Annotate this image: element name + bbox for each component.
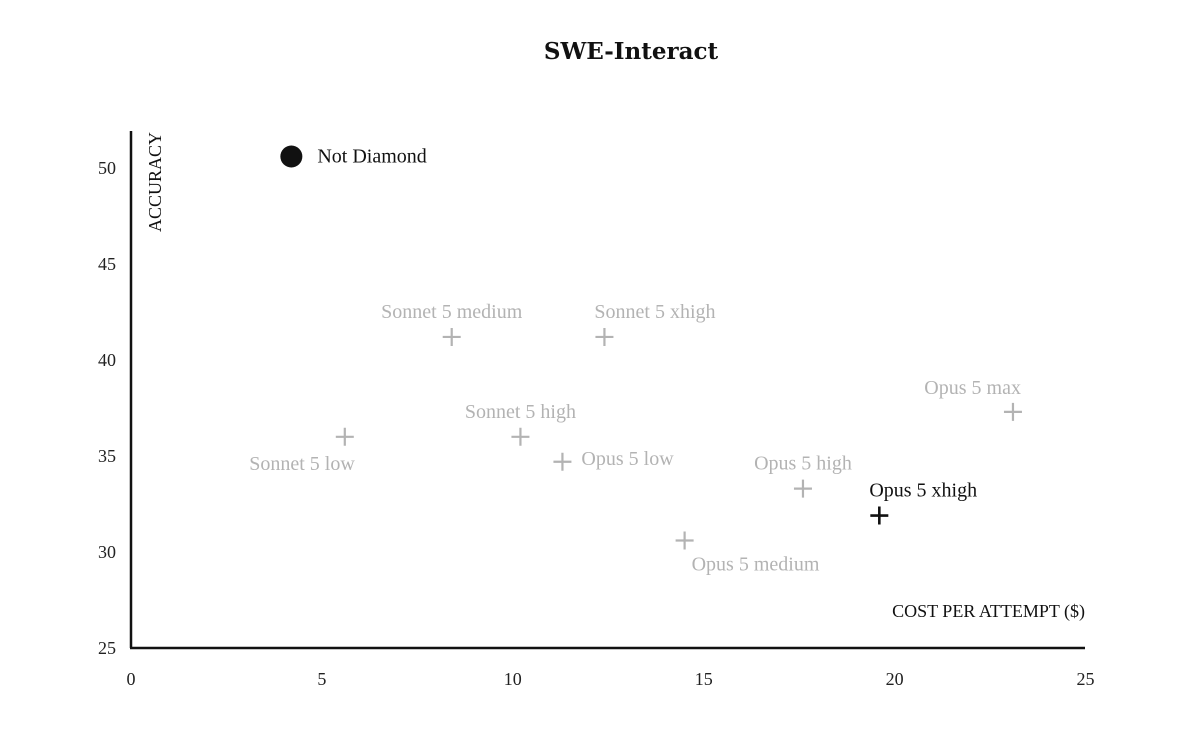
point-marker xyxy=(511,427,530,446)
x-tick-label: 25 xyxy=(1077,669,1095,689)
point-label: Sonnet 5 high xyxy=(465,401,576,423)
point-label: Opus 5 medium xyxy=(692,553,820,575)
y-tick-label: 30 xyxy=(98,542,116,562)
point-not-diamond: Not Diamond xyxy=(280,145,427,168)
point-label: Opus 5 low xyxy=(581,448,674,470)
point-label: Sonnet 5 low xyxy=(249,453,355,475)
x-tick-label: 0 xyxy=(127,669,136,689)
x-tick-label: 5 xyxy=(317,669,326,689)
y-tick-label: 25 xyxy=(98,638,116,658)
point-marker xyxy=(335,427,354,446)
x-tick-label: 15 xyxy=(695,669,713,689)
point-opus-5-medium: Opus 5 medium xyxy=(675,531,820,575)
point-label: Opus 5 xhigh xyxy=(869,480,977,502)
point-opus-5-max: Opus 5 max xyxy=(924,377,1022,421)
point-opus-5-high: Opus 5 high xyxy=(754,453,852,498)
point-marker xyxy=(793,479,812,498)
x-tick-label: 20 xyxy=(886,669,904,689)
y-tick-label: 35 xyxy=(98,446,116,466)
point-label: Sonnet 5 xhigh xyxy=(594,301,715,323)
y-axis-label: ACCURACY xyxy=(145,132,165,232)
point-marker xyxy=(675,531,694,550)
y-tick-label: 40 xyxy=(98,350,116,370)
point-sonnet-5-xhigh: Sonnet 5 xhigh xyxy=(594,301,716,346)
point-label: Sonnet 5 medium xyxy=(381,301,523,323)
point-marker xyxy=(870,506,889,525)
point-sonnet-5-high: Sonnet 5 high xyxy=(465,401,576,446)
y-tick-labels: 25 30 35 40 45 50 xyxy=(98,158,116,658)
point-label: Opus 5 max xyxy=(924,377,1021,399)
point-marker xyxy=(442,327,461,346)
x-axis-label: COST PER ATTEMPT ($) xyxy=(892,601,1085,622)
point-marker xyxy=(280,145,303,168)
point-opus-5-xhigh: Opus 5 xhigh xyxy=(869,480,977,525)
x-tick-label: 10 xyxy=(504,669,522,689)
point-marker xyxy=(595,327,614,346)
point-sonnet-5-medium: Sonnet 5 medium xyxy=(381,301,523,346)
y-tick-label: 45 xyxy=(98,254,116,274)
point-label: Opus 5 high xyxy=(754,453,852,475)
point-marker xyxy=(1003,402,1022,421)
data-points: Not Diamond Sonnet 5 medium Sonnet 5 xhigh… xyxy=(249,145,1022,575)
point-label: Not Diamond xyxy=(317,145,426,167)
x-tick-labels: 0 5 10 15 20 25 xyxy=(127,669,1095,689)
chart-title: SWE-Interact xyxy=(544,38,719,65)
point-marker xyxy=(553,452,572,471)
point-opus-5-low: Opus 5 low xyxy=(553,448,674,471)
y-tick-label: 50 xyxy=(98,158,116,178)
point-sonnet-5-low: Sonnet 5 low xyxy=(249,427,355,475)
